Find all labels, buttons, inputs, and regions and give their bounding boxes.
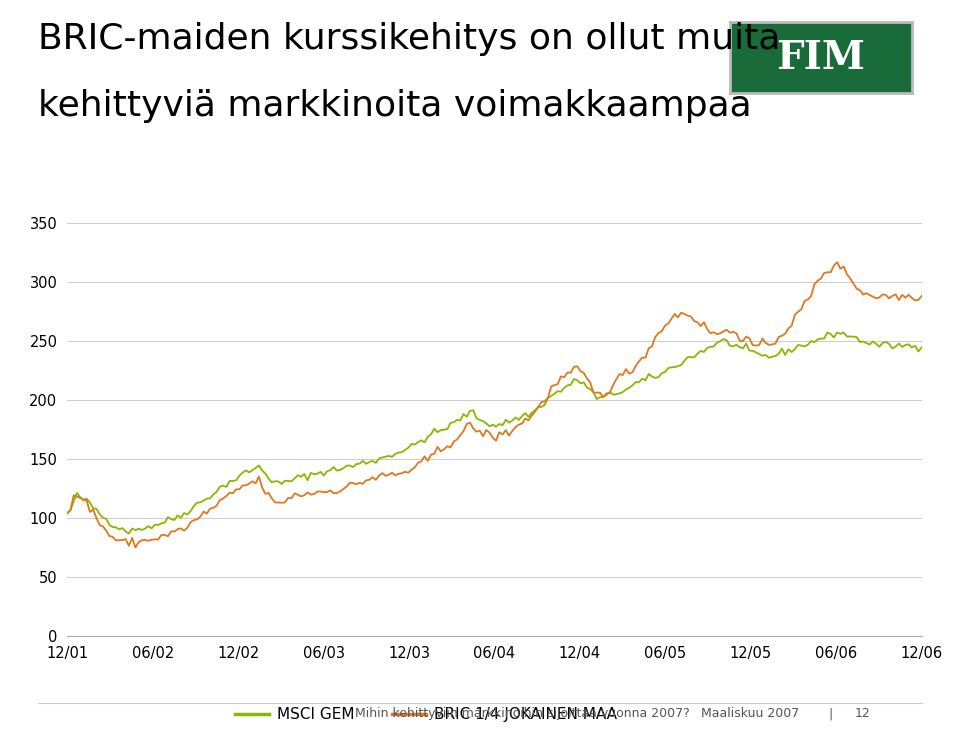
Text: kehittyviä markkinoita voimakkaampaa: kehittyviä markkinoita voimakkaampaa [38, 89, 752, 124]
Text: Maaliskuu 2007: Maaliskuu 2007 [701, 708, 799, 720]
Text: BRIC-maiden kurssikehitys on ollut muita: BRIC-maiden kurssikehitys on ollut muita [38, 22, 780, 57]
Text: 12: 12 [854, 708, 870, 720]
Text: |: | [828, 708, 832, 720]
Text: Mihin kehittyviin markkinoihin sijoittaa vuonna 2007?: Mihin kehittyviin markkinoihin sijoittaa… [355, 708, 690, 720]
Text: FIM: FIM [777, 39, 865, 77]
Legend: MSCI GEM, BRIC 1/4 JOKAINEN MAA: MSCI GEM, BRIC 1/4 JOKAINEN MAA [229, 702, 623, 728]
